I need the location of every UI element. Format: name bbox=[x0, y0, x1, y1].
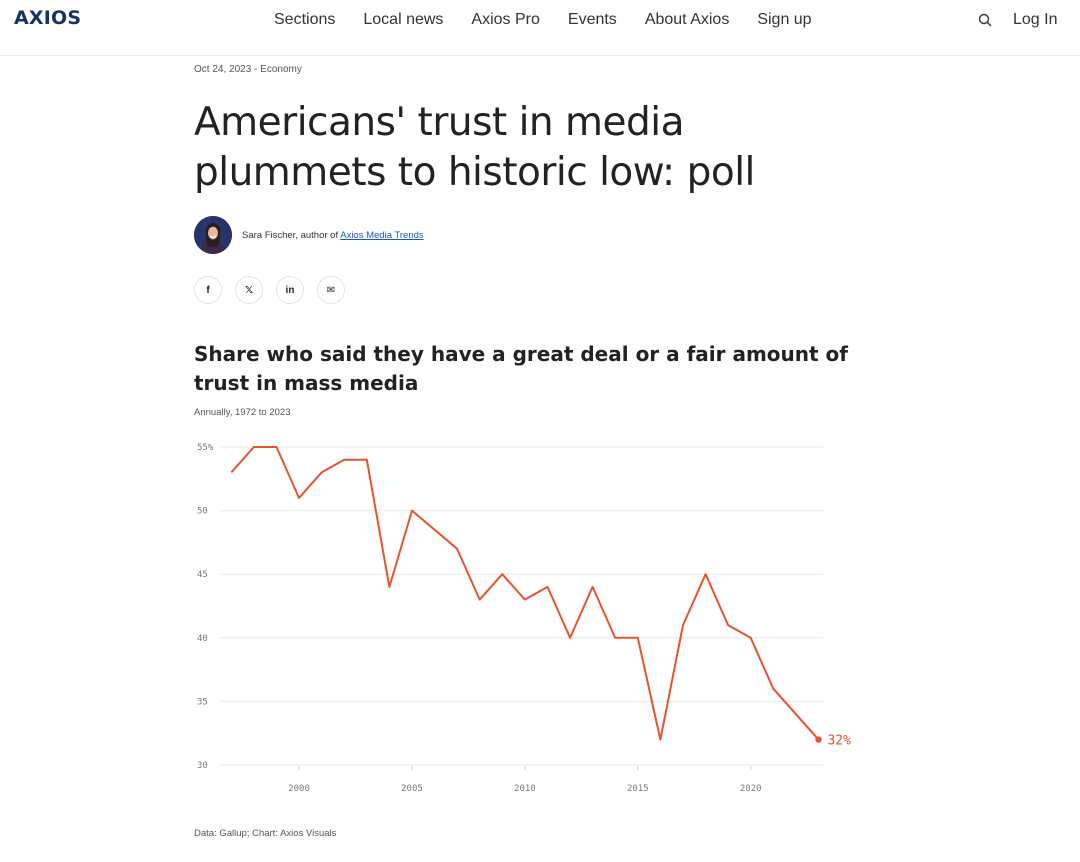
nav-local-news[interactable]: Local news bbox=[363, 11, 444, 28]
article-dateline: Oct 24, 2023 - Economy bbox=[194, 64, 302, 75]
x-tick-label: 2015 bbox=[627, 784, 649, 794]
search-icon[interactable] bbox=[975, 10, 995, 30]
end-value-label: 32% bbox=[827, 734, 851, 749]
author-avatar[interactable] bbox=[194, 216, 232, 254]
axios-logo[interactable]: AXIOS bbox=[14, 7, 82, 29]
facebook-icon[interactable]: f bbox=[194, 276, 222, 304]
main-nav: Sections Local news Axios Pro Events Abo… bbox=[274, 11, 840, 29]
chart-source: Data: Gallup; Chart: Axios Visuals bbox=[194, 828, 337, 839]
y-tick-label: 45 bbox=[197, 570, 208, 580]
x-tick-label: 2020 bbox=[740, 784, 762, 794]
end-point-marker bbox=[815, 736, 822, 743]
x-tick-label: 2005 bbox=[401, 784, 423, 794]
chart-title: Share who said they have a great deal or… bbox=[194, 342, 848, 395]
y-tick-label: 35 bbox=[197, 697, 208, 707]
article-byline: Sara Fischer, author of Axios Media Tren… bbox=[242, 230, 424, 241]
x-tick-label: 2010 bbox=[514, 784, 536, 794]
x-tick-label: 2000 bbox=[288, 784, 310, 794]
email-icon[interactable]: ✉ bbox=[317, 276, 345, 304]
article-headline: Americans' trust in media plummets to hi… bbox=[194, 100, 755, 195]
linkedin-icon[interactable]: in bbox=[276, 276, 304, 304]
trust-line-chart: 30 35 40 45 50 55% 2000 2005 2010 2015 2020 32% bbox=[197, 443, 851, 794]
nav-axios-pro[interactable]: Axios Pro bbox=[471, 11, 540, 28]
nav-events[interactable]: Events bbox=[567, 11, 617, 28]
nav-sections[interactable]: Sections bbox=[274, 11, 336, 28]
byline-link[interactable]: Axios Media Trends bbox=[340, 230, 424, 241]
y-tick-label: 40 bbox=[197, 634, 208, 644]
byline-text: Sara Fischer, author of bbox=[242, 230, 341, 241]
x-icon[interactable]: 𝕏 bbox=[235, 276, 263, 304]
y-tick-label: 30 bbox=[197, 761, 208, 771]
nav-sign-up[interactable]: Sign up bbox=[757, 11, 812, 28]
series-line bbox=[230, 446, 820, 741]
y-tick-label: 55% bbox=[197, 443, 214, 453]
login-link[interactable]: Log In bbox=[1013, 11, 1058, 28]
nav-about-axios[interactable]: About Axios bbox=[644, 11, 730, 28]
y-tick-label: 50 bbox=[197, 507, 208, 517]
top-navigation: AXIOS Sections Local news Axios Pro Even… bbox=[0, 0, 1080, 56]
share-buttons: f 𝕏 in ✉ bbox=[194, 276, 358, 304]
chart-subtitle: Annually, 1972 to 2023 bbox=[194, 407, 291, 418]
